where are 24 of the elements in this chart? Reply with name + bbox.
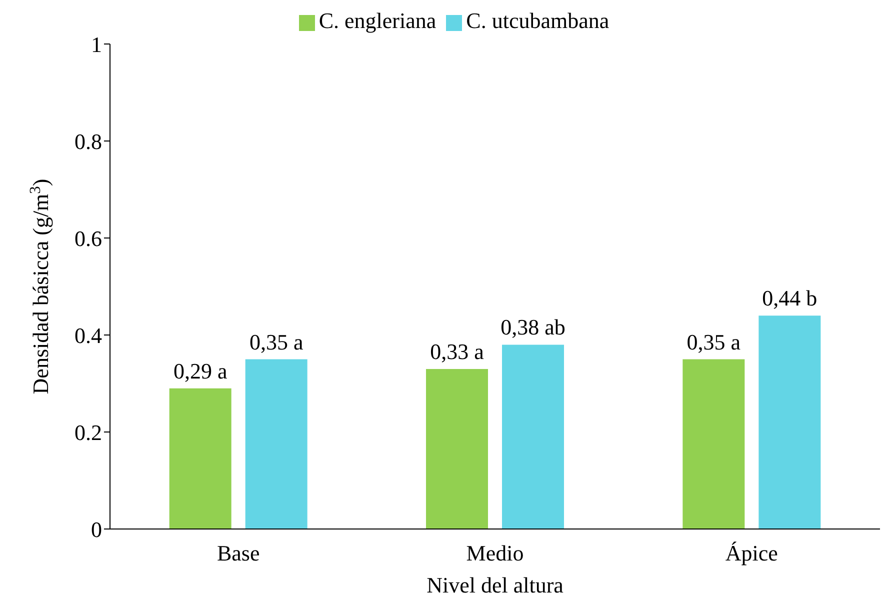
legend-label: C. utcubambana xyxy=(466,8,610,33)
y-tick-label: 0.6 xyxy=(74,226,102,251)
bar xyxy=(245,359,308,529)
y-tick-label: 0 xyxy=(91,516,102,542)
legend-label: C. engleriana xyxy=(318,8,436,33)
x-tick-label: Ápice xyxy=(725,540,778,566)
data-label: 0,35 a xyxy=(249,329,304,354)
x-axis-title: Nivel del altura xyxy=(426,572,564,598)
bar xyxy=(758,316,821,529)
bar xyxy=(682,359,745,529)
y-tick-label: 0.8 xyxy=(74,128,102,154)
bar xyxy=(502,344,564,529)
bar xyxy=(426,368,488,529)
x-tick-label: Base xyxy=(216,540,260,566)
data-label: 0,38 ab xyxy=(500,314,566,340)
y-tick-label: 1 xyxy=(91,32,102,57)
y-tick-label: 0.4 xyxy=(74,322,102,348)
bar xyxy=(169,388,232,529)
x-tick-label: Medio xyxy=(466,540,524,566)
data-label: 0,35 a xyxy=(686,329,741,354)
data-label: 0,33 a xyxy=(430,338,484,364)
data-label: 0,44 b xyxy=(762,286,818,311)
data-label: 0,29 a xyxy=(173,358,228,384)
y-tick-label: 0.2 xyxy=(74,420,102,445)
